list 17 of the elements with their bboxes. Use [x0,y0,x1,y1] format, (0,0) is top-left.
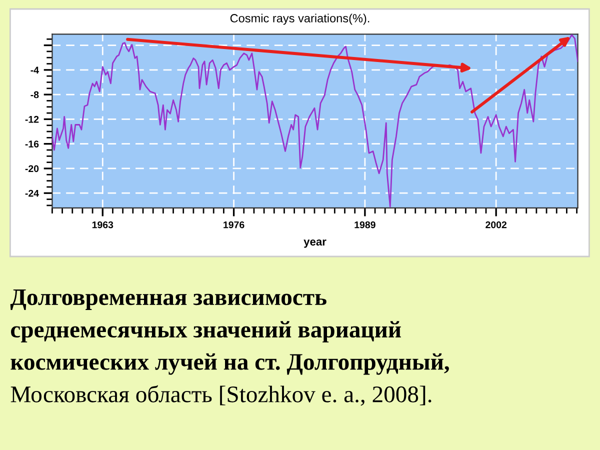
x-axis-title: year [304,239,326,248]
y-tick-label: -8 [30,91,39,98]
line-series [52,34,578,208]
y-tick-label: -24 [25,190,39,197]
text: космических лучей на ст. Долгопрудный, [10,353,449,375]
y-tick-label: -4 [30,66,39,74]
chart-title: Cosmic rays variations(%). [230,14,370,25]
y-tick-label: -12 [25,116,39,123]
x-tick-label: 2002 [486,221,507,228]
x-tick-label: 1976 [224,221,244,228]
y-tick-label: -20 [25,165,39,172]
text: Долговременная зависимость [10,289,326,310]
x-tick-label: 1963 [92,221,114,228]
y-tick-label: -16 [25,140,39,148]
text: Московская область [Stozhkov e. a., 2008]. [10,385,432,406]
text: среднемесячных значений вариаций [11,321,401,342]
x-tick-label: 1989 [354,221,376,228]
